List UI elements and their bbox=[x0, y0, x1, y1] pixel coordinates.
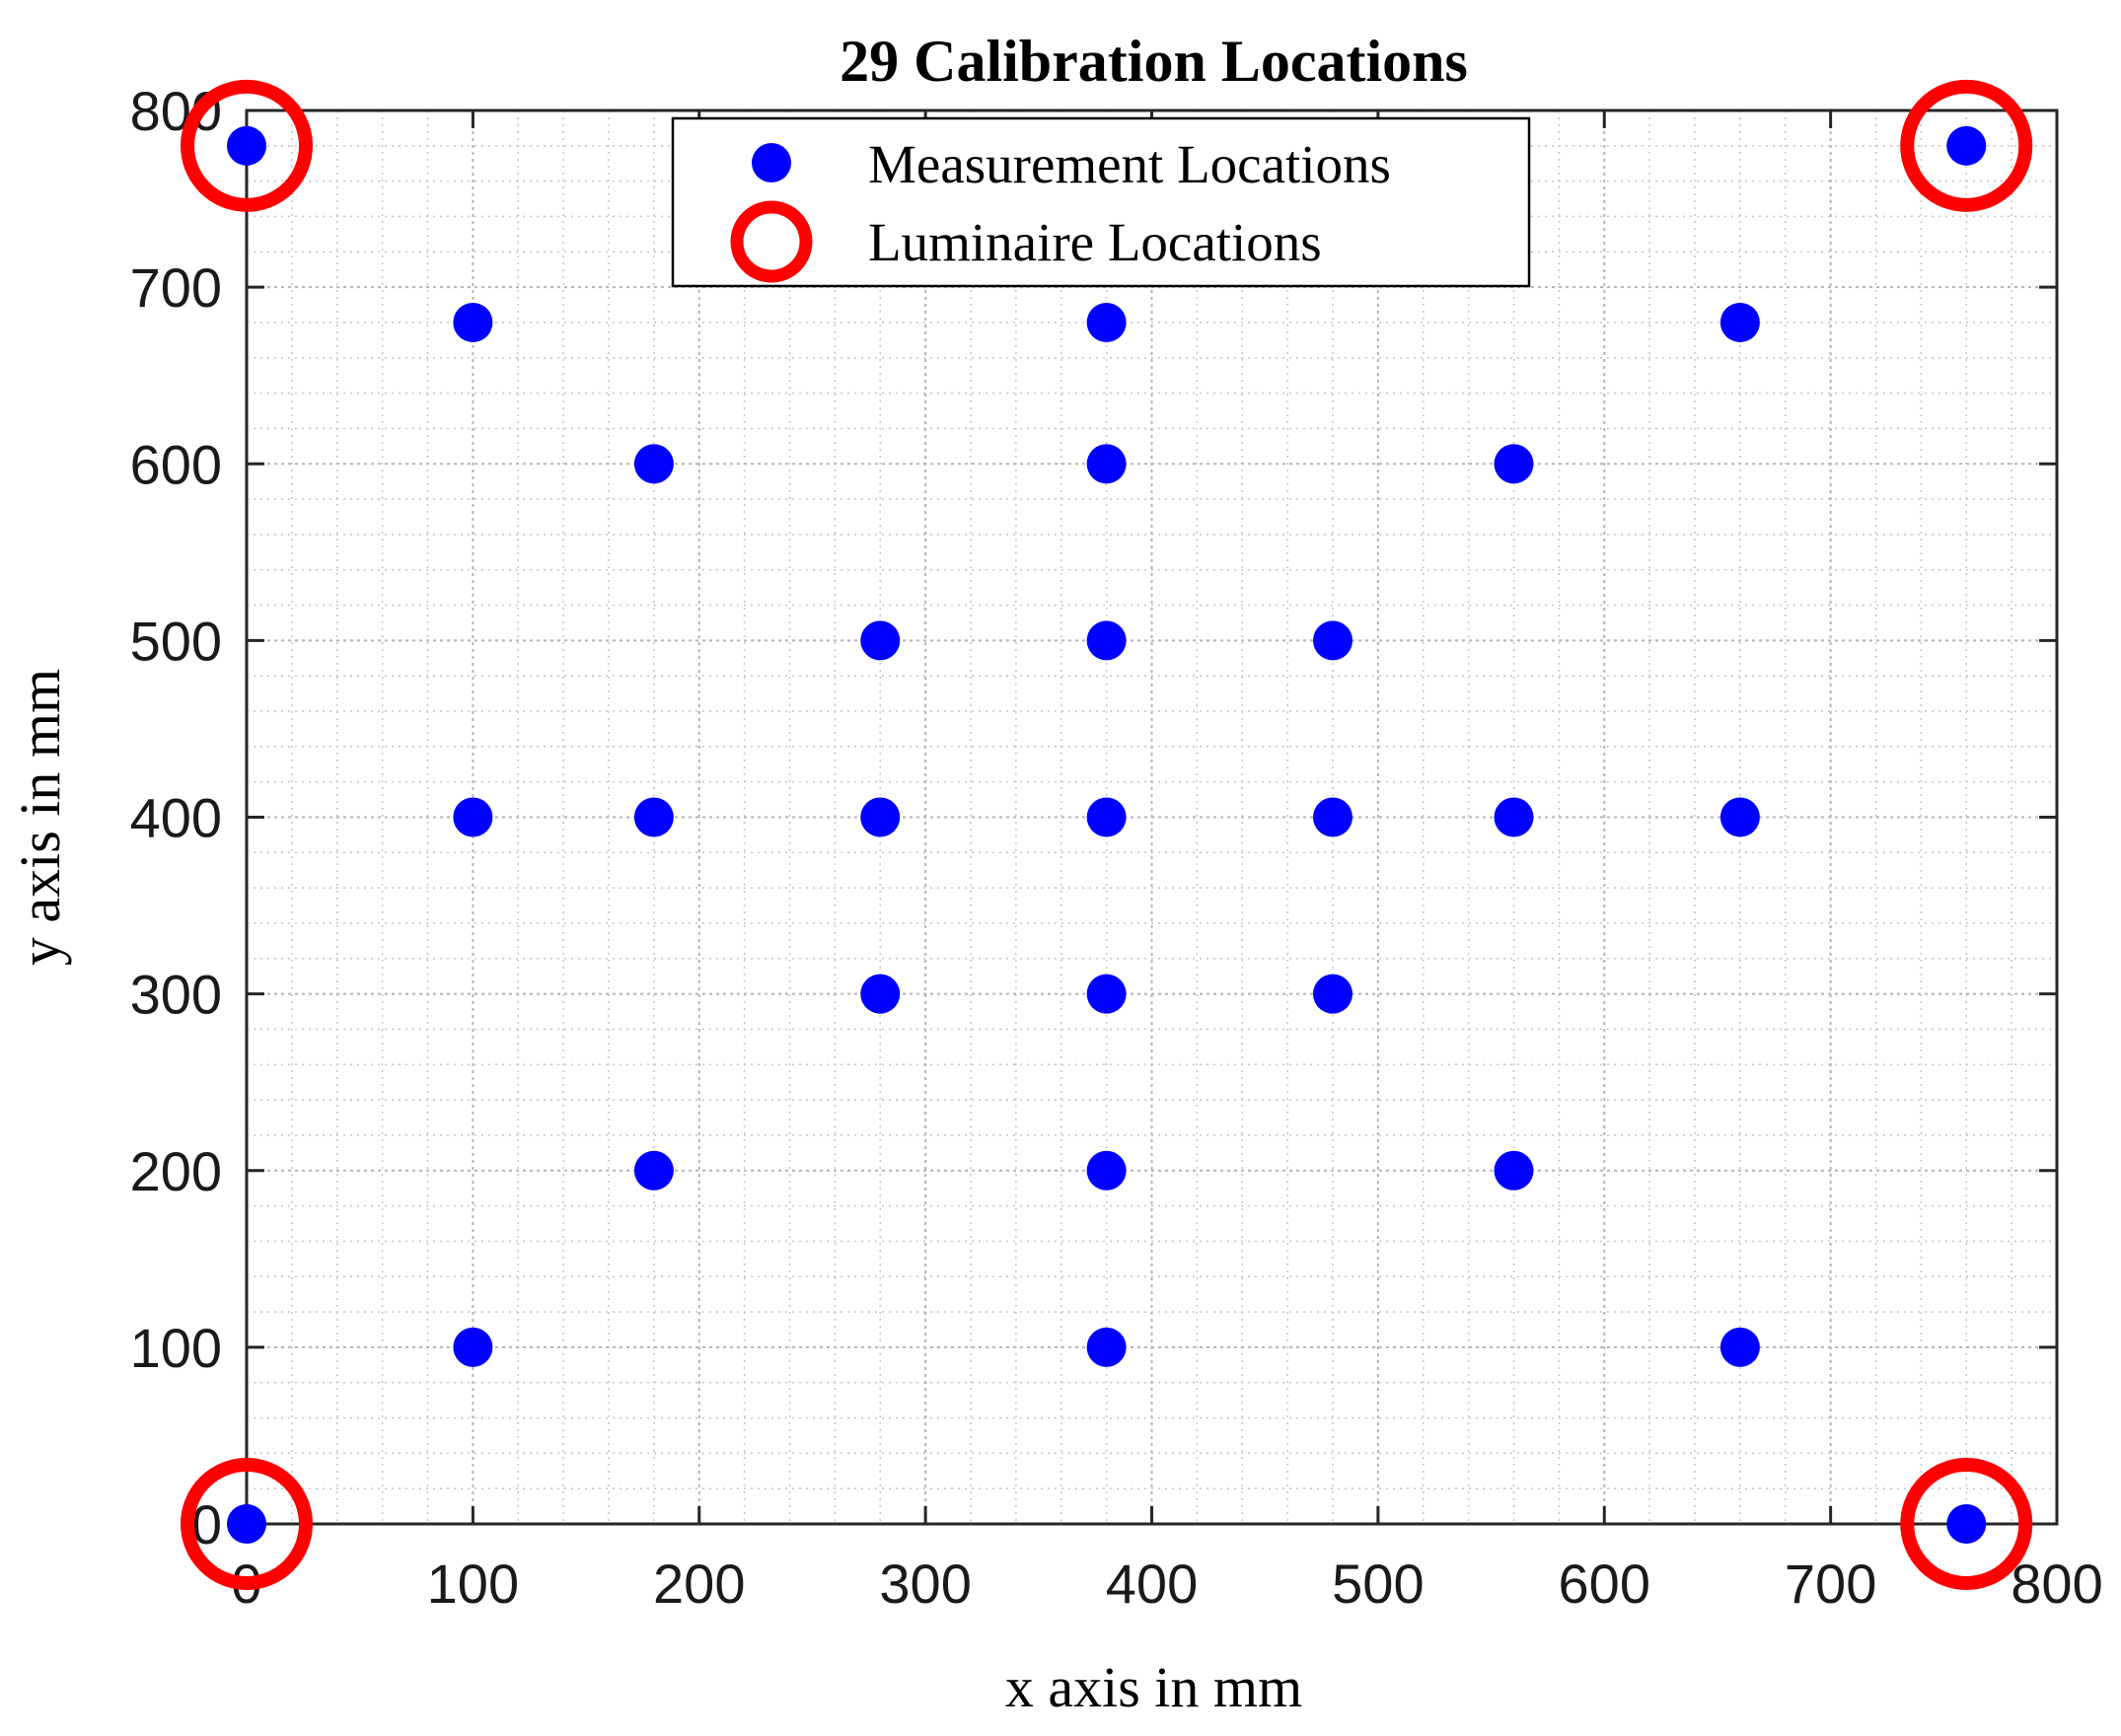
y-tick-label: 200 bbox=[130, 1140, 222, 1202]
measurement-point bbox=[1719, 302, 1760, 342]
measurement-point bbox=[1313, 797, 1353, 837]
chart-title: 29 Calibration Locations bbox=[840, 29, 1468, 94]
x-tick-label: 600 bbox=[1559, 1553, 1650, 1615]
x-tick-label: 500 bbox=[1332, 1553, 1424, 1615]
y-tick-label: 600 bbox=[130, 433, 222, 495]
measurement-point bbox=[227, 125, 266, 166]
measurement-point bbox=[1086, 444, 1127, 484]
measurement-point bbox=[453, 302, 493, 342]
y-tick-label: 700 bbox=[130, 256, 222, 319]
luminaire-point bbox=[181, 79, 313, 212]
measurement-point bbox=[1086, 302, 1127, 342]
x-tick-label: 800 bbox=[2011, 1553, 2102, 1615]
measurement-point bbox=[1086, 974, 1127, 1014]
x-tick-label: 700 bbox=[1785, 1553, 1876, 1615]
x-tick-label: 400 bbox=[1106, 1553, 1198, 1615]
luminaire-point bbox=[1900, 1458, 2033, 1590]
measurement-point bbox=[1719, 1327, 1760, 1367]
measurement-point bbox=[1946, 1504, 1987, 1544]
legend-label-measurement: Measurement Locations bbox=[868, 134, 1391, 194]
measurement-point bbox=[227, 1504, 266, 1544]
measurement-point bbox=[1086, 797, 1127, 837]
measurement-point bbox=[1494, 1150, 1534, 1191]
measurement-point bbox=[1494, 797, 1534, 837]
measurement-point bbox=[633, 797, 674, 837]
measurement-point bbox=[633, 1150, 674, 1191]
legend-marker-luminaire bbox=[730, 200, 813, 283]
y-tick-label: 300 bbox=[130, 964, 222, 1026]
legend-marker-measurement bbox=[752, 143, 791, 182]
y-tick-label: 100 bbox=[130, 1317, 222, 1379]
measurement-point bbox=[1494, 444, 1534, 484]
x-tick-label: 300 bbox=[879, 1553, 971, 1615]
measurement-point bbox=[1313, 974, 1353, 1014]
measurement-point bbox=[1719, 797, 1760, 837]
y-axis-label: y axis in mm bbox=[8, 669, 72, 966]
legend-label-luminaire: Luminaire Locations bbox=[868, 212, 1322, 272]
measurement-point bbox=[633, 444, 674, 484]
y-tick-label: 500 bbox=[130, 610, 222, 672]
y-tick-label: 400 bbox=[130, 787, 222, 849]
x-axis-label: x axis in mm bbox=[1005, 1655, 1302, 1719]
measurement-point bbox=[1086, 1150, 1127, 1191]
measurement-point bbox=[860, 797, 901, 837]
measurement-point bbox=[1946, 125, 1987, 166]
measurement-point bbox=[1313, 620, 1353, 661]
legend: Measurement Locations Luminaire Location… bbox=[671, 116, 1531, 288]
measurement-point bbox=[860, 974, 901, 1014]
measurement-point bbox=[453, 797, 493, 837]
x-tick-label: 200 bbox=[653, 1553, 745, 1615]
x-tick-label: 100 bbox=[427, 1553, 519, 1615]
y-tick-label: 800 bbox=[130, 80, 222, 142]
measurement-point bbox=[453, 1327, 493, 1367]
luminaire-point bbox=[181, 1458, 313, 1590]
measurement-point bbox=[1086, 1327, 1127, 1367]
legend-box bbox=[671, 116, 1531, 288]
measurement-point bbox=[860, 620, 901, 661]
luminaire-point bbox=[1900, 79, 2033, 212]
measurement-point bbox=[1086, 620, 1127, 661]
